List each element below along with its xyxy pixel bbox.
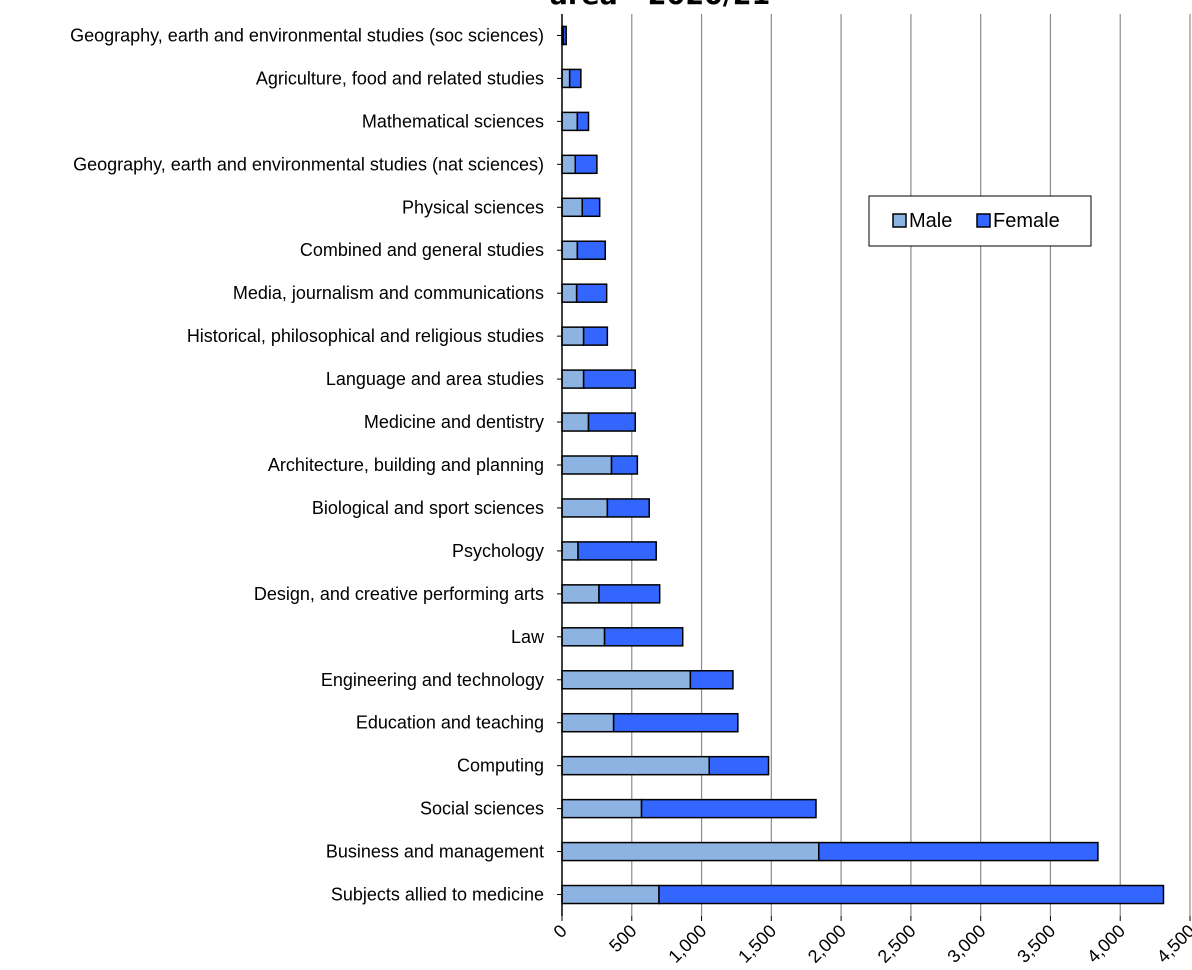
bar-segment-female	[582, 326, 609, 346]
bar-segment-male	[561, 111, 579, 132]
bar-segment-female	[587, 412, 637, 432]
bar-segment-male	[561, 627, 606, 647]
bar-segment-female	[689, 670, 734, 690]
category-label: Subjects allied to medicine	[331, 885, 544, 905]
category-label: Social sciences	[420, 799, 544, 819]
category-label: Education and teaching	[356, 713, 544, 733]
legend-swatch-male	[892, 213, 907, 228]
category-label: Geography, earth and environmental studi…	[73, 154, 544, 174]
bar-segment-female	[575, 283, 608, 303]
category-label: Mathematical sciences	[362, 111, 544, 131]
category-label: Law	[511, 627, 545, 647]
bar-segment-female	[658, 884, 1165, 905]
category-label: Architecture, building and planning	[268, 455, 544, 475]
bar-segment-female	[818, 841, 1099, 862]
category-label: Psychology	[452, 541, 544, 561]
bar-segment-male	[561, 584, 600, 604]
legend-label-female: Female	[993, 210, 1060, 232]
bar-segment-female	[598, 584, 661, 604]
category-label: Language and area studies	[326, 369, 544, 389]
category-label: Business and management	[326, 842, 544, 862]
x-tick-label: 0	[550, 921, 571, 942]
bar-segment-female	[574, 154, 598, 175]
bar-segment-male	[561, 841, 820, 862]
category-label: Design, and creative performing arts	[254, 584, 544, 604]
bar-segment-male	[561, 197, 583, 218]
bar-segment-male	[561, 154, 577, 175]
category-label: Combined and general studies	[300, 240, 544, 260]
category-label: Medicine and dentistry	[364, 412, 544, 432]
legend-swatch-female	[976, 213, 991, 228]
x-tick-label: 1,000	[664, 921, 710, 967]
bar-segment-female	[582, 369, 637, 389]
category-label: Agriculture, food and related studies	[256, 68, 544, 88]
bar-segment-male	[561, 755, 710, 776]
x-tick-label: 2,500	[874, 921, 920, 967]
bar-segment-female	[576, 111, 590, 132]
category-label: Biological and sport sciences	[312, 498, 544, 518]
bar-segment-female	[610, 455, 639, 475]
bar-segment-male	[561, 68, 571, 89]
bar-segment-female	[568, 68, 582, 89]
bar-segment-female	[640, 798, 817, 819]
x-tick-label: 3,500	[1013, 921, 1059, 967]
category-label: Historical, philosophical and religious …	[187, 326, 544, 346]
bar-segment-male	[561, 240, 579, 260]
bar-segment-female	[606, 498, 650, 518]
category-label: Engineering and technology	[321, 670, 544, 690]
bar-segment-male	[561, 412, 590, 432]
x-tick-label: 500	[605, 921, 640, 956]
x-tick-label: 4,000	[1083, 921, 1129, 967]
x-tick-label: 1,500	[734, 921, 780, 967]
bar-segment-male	[561, 283, 578, 303]
bar-segment-male	[561, 884, 660, 905]
category-label: Physical sciences	[402, 197, 544, 217]
bar-segment-female	[577, 541, 657, 561]
bar-segment-female	[708, 755, 770, 776]
bar-segment-female	[562, 25, 567, 46]
bar-segment-female	[612, 712, 739, 733]
bar-segment-female	[603, 627, 684, 647]
bar-segment-male	[561, 498, 609, 518]
bars	[561, 25, 1165, 905]
category-label: Geography, earth and environmental studi…	[70, 25, 544, 45]
bar-segment-male	[561, 326, 585, 346]
x-tick-label: 3,000	[944, 921, 990, 967]
x-tick-label: 4,500	[1153, 921, 1192, 967]
bar-segment-male	[561, 670, 692, 690]
bar-segment-female	[581, 197, 601, 218]
category-labels: Geography, earth and environmental studi…	[70, 25, 562, 905]
bar-segment-female	[576, 240, 607, 260]
x-tick-label: 2,000	[804, 921, 850, 967]
x-axis-ticks: 0 500 1,000 1,500 2,000 2,500 3,000 3,500 4,000 4…	[550, 916, 1192, 967]
category-label: Media, journalism and communications	[233, 283, 544, 303]
bar-segment-male	[561, 798, 643, 819]
chart-title: area - 2020/21	[550, 0, 771, 11]
category-label: Computing	[457, 756, 544, 776]
bar-segment-male	[561, 455, 613, 475]
bar-segment-male	[561, 541, 579, 561]
bar-segment-male	[561, 712, 615, 733]
bar-segment-male	[561, 369, 585, 389]
legend: Male Female	[868, 195, 1092, 247]
gridlines	[631, 14, 1191, 916]
legend-label-male: Male	[909, 210, 952, 232]
